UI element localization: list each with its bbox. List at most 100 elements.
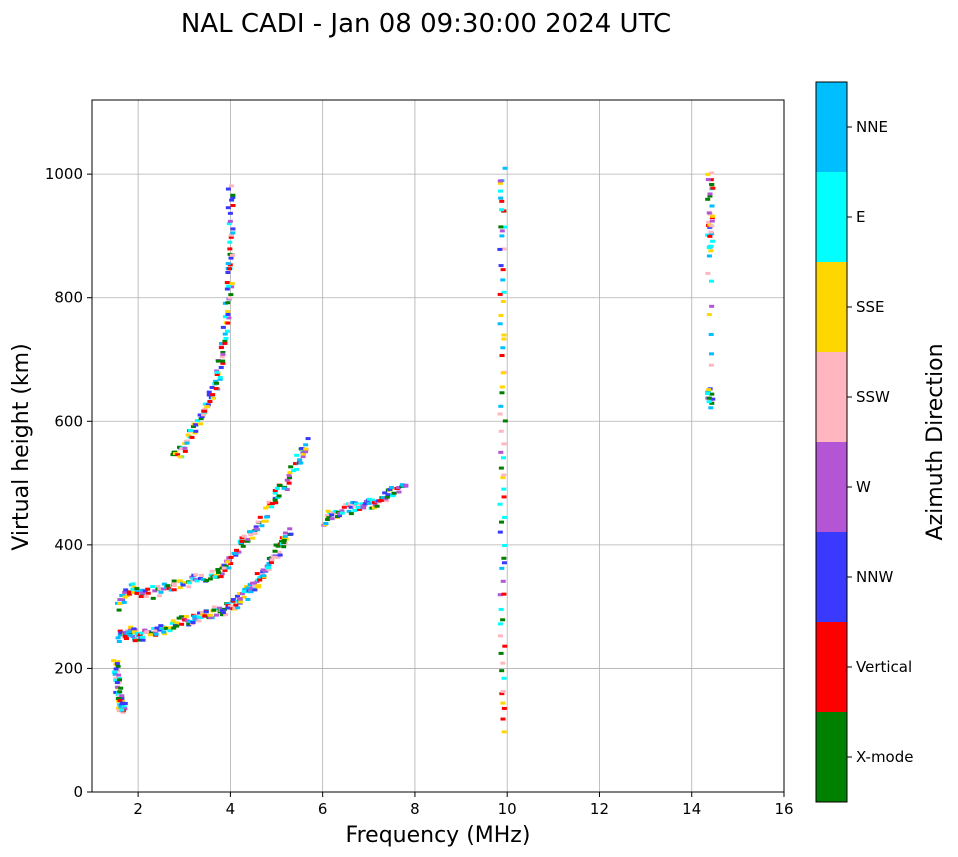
plot-frame <box>91 99 785 793</box>
y-tick-label: 600 <box>54 412 83 430</box>
echo-point <box>709 219 715 223</box>
echo-point <box>236 550 242 554</box>
echo-point <box>218 346 224 350</box>
echo-point <box>213 613 219 617</box>
echo-point <box>182 449 188 453</box>
echo-point <box>341 505 347 509</box>
echo-point <box>250 530 256 534</box>
echo-point <box>198 417 204 421</box>
echo-point <box>284 478 290 482</box>
echo-point <box>116 640 122 644</box>
echo-point <box>156 594 162 598</box>
echo-point <box>706 388 712 392</box>
echo-point <box>269 502 275 506</box>
echo-point <box>708 279 714 283</box>
echo-point <box>140 591 146 595</box>
echo-point <box>710 239 716 243</box>
echo-point <box>227 558 233 562</box>
echo-point <box>220 325 226 329</box>
echo-point <box>193 423 199 427</box>
echo-point <box>709 232 715 236</box>
echo-point <box>202 407 208 411</box>
echo-point <box>140 638 146 642</box>
echo-point <box>157 587 163 591</box>
echo-point <box>223 336 229 340</box>
echo-point <box>212 575 218 579</box>
echo-point <box>501 730 507 734</box>
echo-point <box>500 476 506 480</box>
echo-point <box>112 672 118 676</box>
echo-point <box>382 491 388 495</box>
echo-point <box>187 620 193 624</box>
colorbar-category-label: X-mode <box>856 748 913 766</box>
echo-point <box>502 543 508 547</box>
echo-point <box>227 247 233 251</box>
echo-point <box>281 538 287 542</box>
echo-point <box>497 179 503 183</box>
echo-point <box>150 585 156 589</box>
echo-point <box>116 709 122 713</box>
echo-point <box>261 574 267 578</box>
echo-point <box>197 577 203 581</box>
echo-point <box>211 608 217 612</box>
echo-point <box>303 447 309 451</box>
echo-point <box>134 590 140 594</box>
echo-point <box>161 582 167 586</box>
echo-point <box>352 509 358 513</box>
echo-point <box>144 630 150 634</box>
echo-point <box>176 579 182 583</box>
echo-point <box>501 442 507 446</box>
echo-point <box>282 535 288 539</box>
echo-point <box>171 579 177 583</box>
echo-point <box>158 624 164 628</box>
echo-point <box>288 532 294 536</box>
echo-point <box>225 301 231 305</box>
echo-point <box>145 587 151 591</box>
x-tick-label: 12 <box>590 800 609 818</box>
colorbar-category-label: E <box>856 208 865 226</box>
echo-point <box>233 553 239 557</box>
echo-point <box>501 247 507 251</box>
echo-point <box>174 621 180 625</box>
echo-point <box>139 631 145 635</box>
echo-point <box>366 497 372 501</box>
echo-point <box>225 606 231 610</box>
echo-point <box>185 433 191 437</box>
x-tick-label: 16 <box>774 800 793 818</box>
echo-point <box>203 610 209 614</box>
echo-point <box>225 270 231 274</box>
echo-point <box>225 312 231 316</box>
echo-point <box>171 626 177 630</box>
echo-point <box>138 595 144 599</box>
echo-point <box>183 614 189 618</box>
echo-point <box>114 681 120 685</box>
echo-point <box>502 644 508 648</box>
colorbar-category-label: W <box>856 478 871 496</box>
echo-point <box>228 184 234 188</box>
echo-point <box>131 630 137 634</box>
echo-point <box>225 560 231 564</box>
echo-point <box>215 570 221 574</box>
echo-point <box>396 490 402 494</box>
echo-point <box>222 332 228 336</box>
echo-point <box>384 495 390 499</box>
echo-point <box>227 219 233 223</box>
echo-point <box>253 525 259 529</box>
echo-point <box>230 193 236 197</box>
echo-point <box>241 534 247 538</box>
echo-point <box>360 505 366 509</box>
echo-point <box>196 619 202 623</box>
echo-point <box>707 192 713 196</box>
echo-point <box>140 635 146 639</box>
echo-point <box>198 616 204 620</box>
echo-point <box>497 634 503 638</box>
echo-point <box>269 505 275 509</box>
echo-point <box>273 501 279 505</box>
echo-point <box>139 588 145 592</box>
echo-point <box>222 568 228 572</box>
echo-point <box>497 189 503 193</box>
echo-point <box>325 509 331 513</box>
echo-point <box>357 507 363 511</box>
echo-point <box>263 569 269 573</box>
echo-point <box>225 262 231 266</box>
